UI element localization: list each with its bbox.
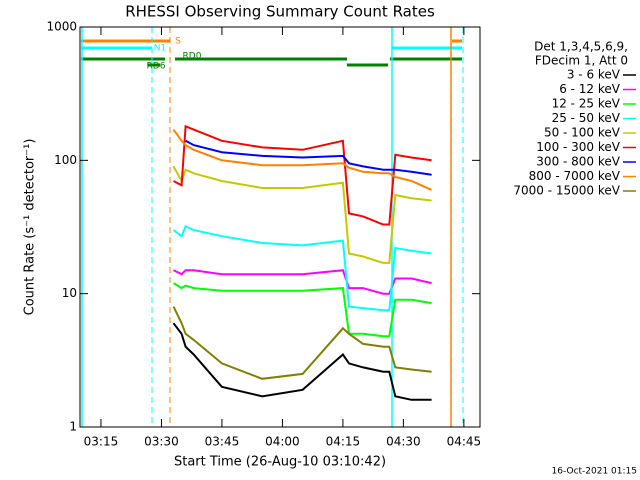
series-line [185,139,432,176]
legend-label: 25 - 50 keV [552,111,621,125]
series-line [172,224,432,312]
y-axis-label: Count Rate (s⁻¹ detector⁻¹) [23,139,38,316]
y-tick-label: 100 [54,153,77,167]
flag-label: S [175,37,181,47]
y-tick-label: 1 [69,420,77,434]
series-line [172,165,432,264]
x-tick-label: 04:15 [326,435,361,449]
y-tick-label: 10 [62,286,77,300]
flag-label: N1 [154,44,166,54]
x-tick-label: 03:15 [84,435,119,449]
chart-title: RHESSI Observing Summary Count Rates [125,3,435,21]
legend-label: 300 - 800 keV [536,155,620,169]
x-tick-label: 04:45 [447,435,482,449]
legend-label: 50 - 100 keV [544,126,621,140]
plot-frame [79,26,481,428]
legend-label: 100 - 300 keV [536,140,620,154]
series-line [173,269,432,295]
series-line [172,322,432,401]
x-tick-label: 03:30 [144,435,179,449]
series-line [172,282,432,338]
series-line [172,306,432,380]
x-axis-label: Start Time (26-Aug-10 03:10:42) [174,455,386,470]
x-tick-label: 04:30 [386,435,421,449]
y-tick-label: 1000 [46,20,77,34]
flag-label: RD6 [147,62,166,72]
legend-header: FDecim 1, Att 0 [535,54,628,68]
flag-bars [81,27,464,427]
series-line [173,124,432,226]
legend-label: 7000 - 15000 keV [513,184,620,198]
series-line [172,129,433,191]
footer: 16-Oct-2021 01:15 [552,467,637,477]
legend-label: 800 - 7000 keV [529,169,621,183]
x-tick-label: 03:45 [205,435,240,449]
flag-label: RD0 [183,52,202,62]
legend-label: 3 - 6 keV [567,68,621,82]
legend-label: 12 - 25 keV [552,97,621,111]
legend-header: Det 1,3,4,5,6,9, [534,40,628,54]
x-tick-label: 04:00 [265,435,300,449]
legend-label: 6 - 12 keV [559,82,621,96]
